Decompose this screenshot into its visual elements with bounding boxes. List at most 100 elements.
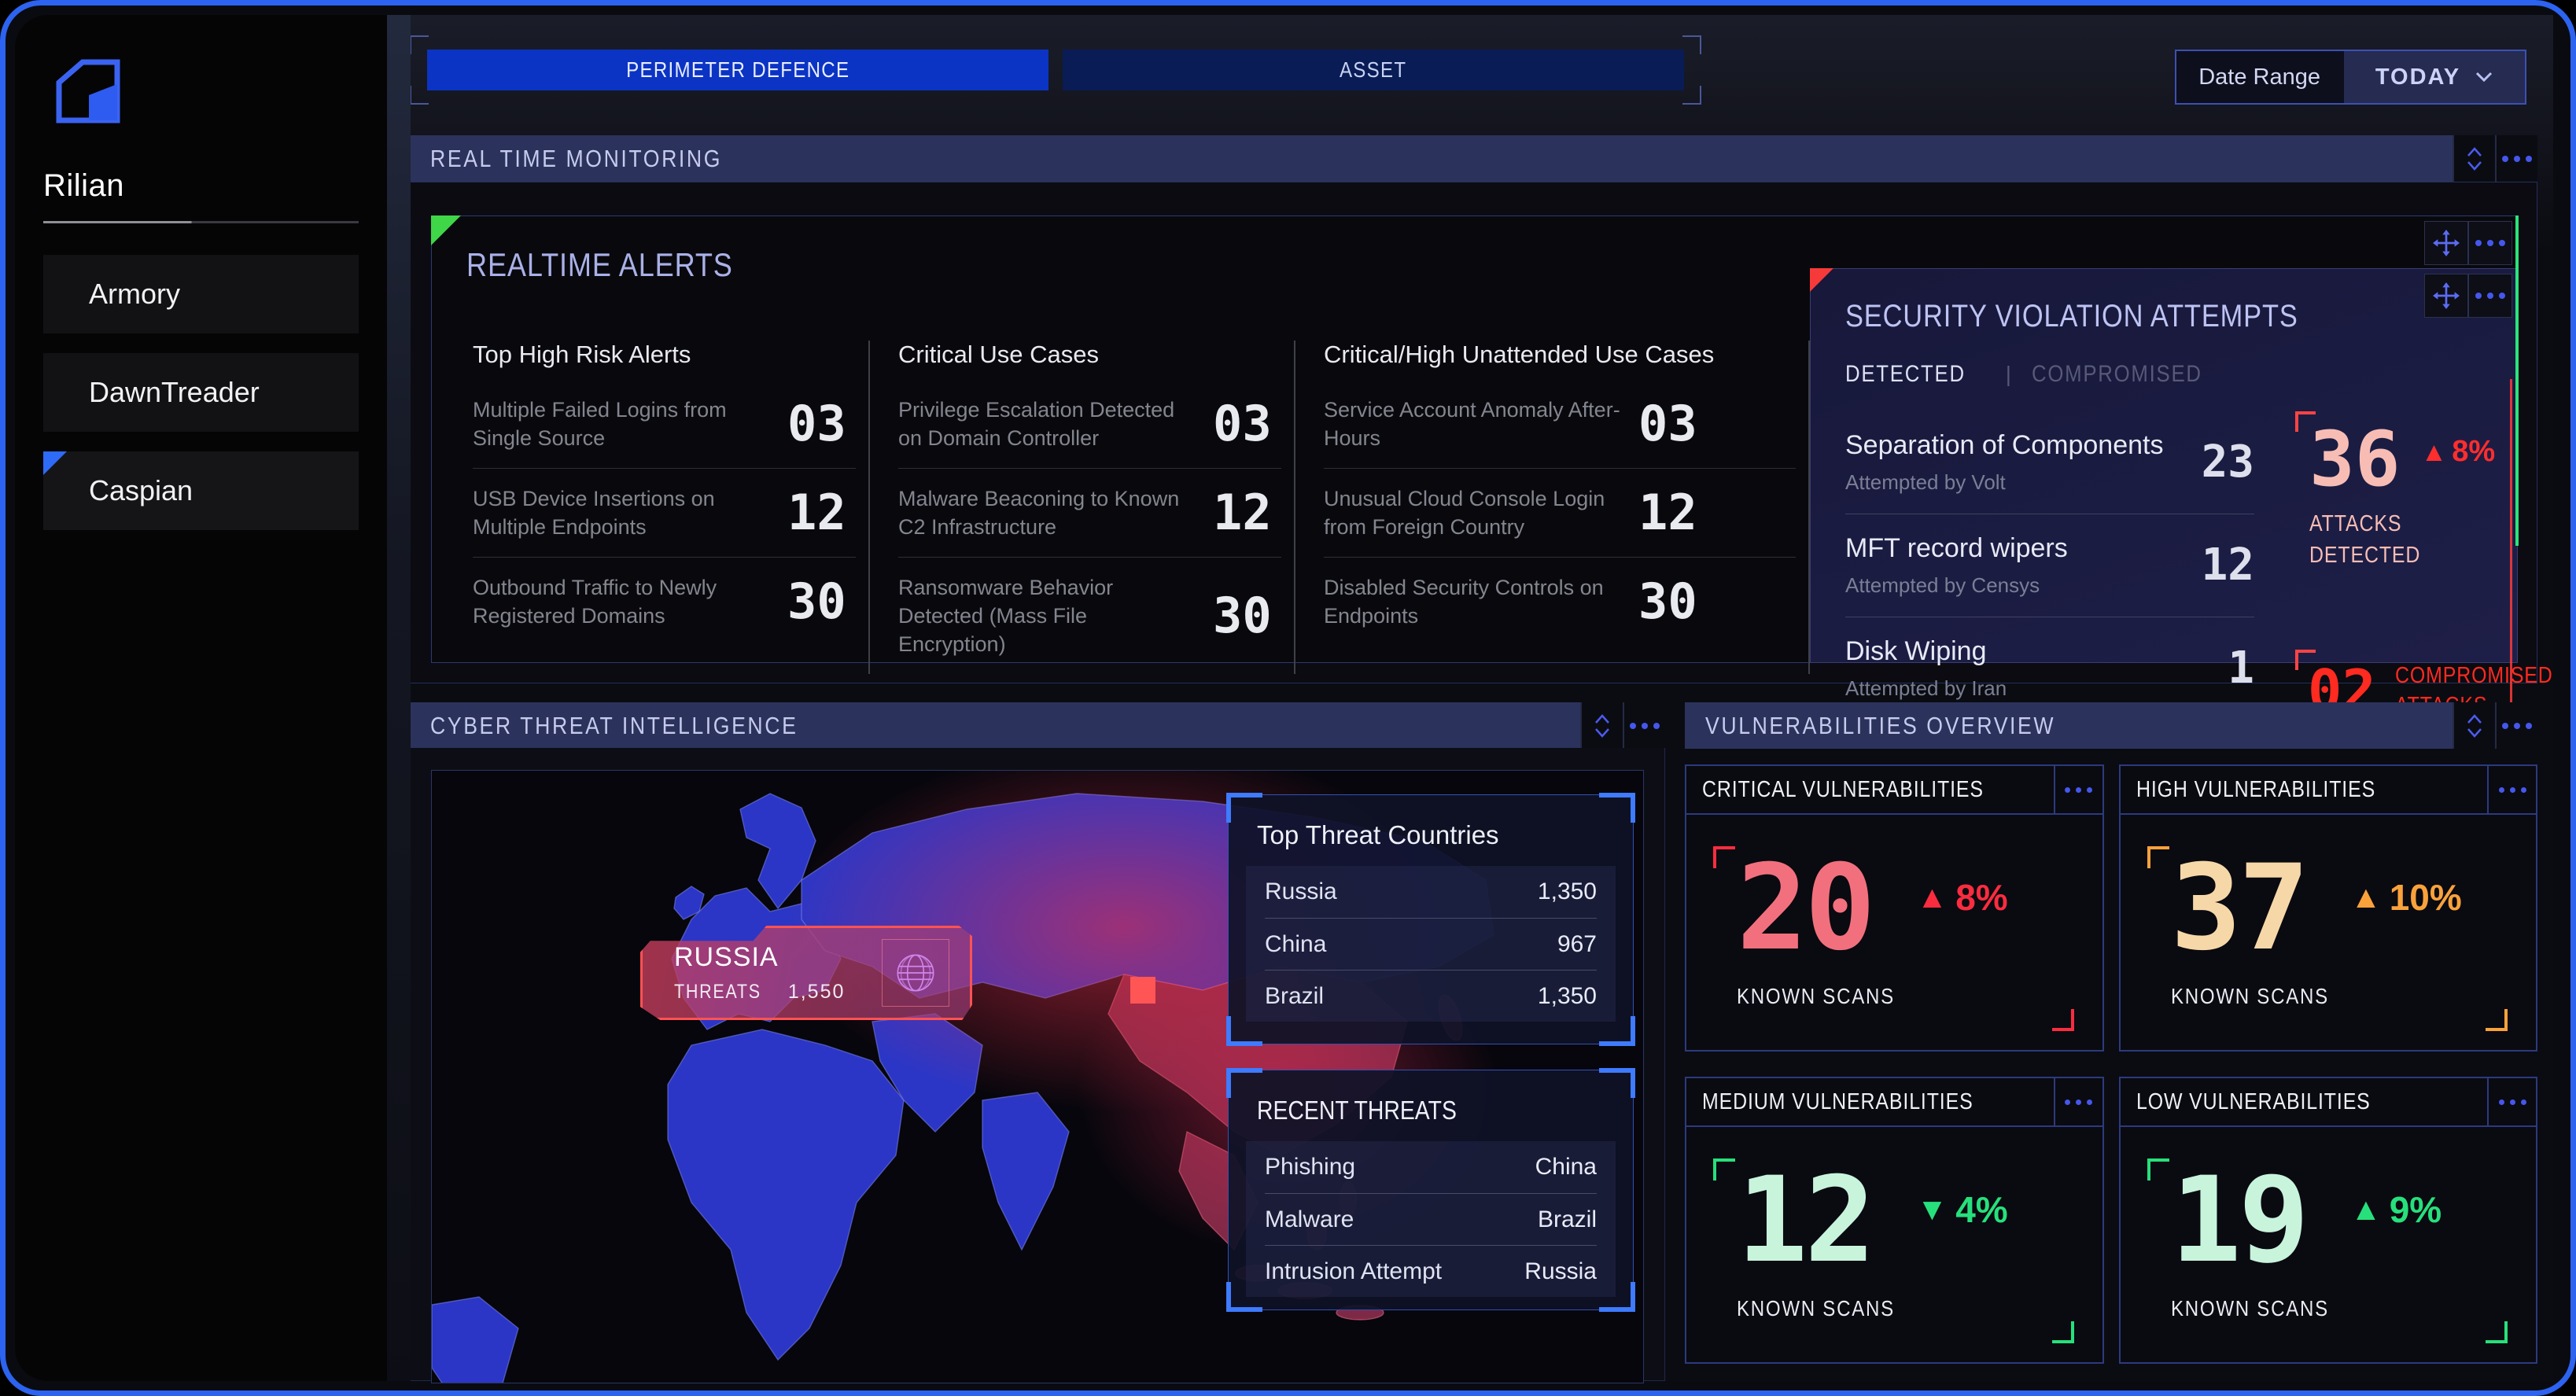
tab-compromised[interactable]: COMPROMISED <box>2031 361 2202 387</box>
alert-columns: Top High Risk Alerts Multiple Failed Log… <box>473 341 1810 674</box>
sidebar: Rilian Armory DawnTreader Caspian <box>15 15 387 1381</box>
move-icon <box>2433 282 2460 309</box>
panel-title: Top Threat Countries <box>1257 820 1499 849</box>
threat-row: Phishing China <box>1265 1154 1597 1180</box>
alert-count: 12 <box>1213 484 1272 541</box>
alert-count: 03 <box>1213 395 1272 452</box>
panel-title: SECURITY VIOLATION ATTEMPTS <box>1845 299 2298 333</box>
tab-detected[interactable]: DETECTED <box>1845 361 1966 387</box>
more-options-button[interactable] <box>2495 135 2537 182</box>
more-options-button[interactable] <box>2053 1078 2102 1125</box>
collapse-expand-button[interactable] <box>2453 135 2495 182</box>
alert-row: Malware Beaconing to Known C2 Infrastruc… <box>898 468 1281 557</box>
vulnerability-count: 37 <box>2170 840 2310 977</box>
alert-row: Outbound Traffic to Newly Registered Dom… <box>473 557 856 646</box>
cyber-threat-intelligence-section-header: CYBER THREAT INTELLIGENCE <box>410 702 1665 749</box>
attacks-detected-stat: 36 ▲ 8% ATTACKS DETECTED <box>2295 411 2570 582</box>
sidebar-gap-strip <box>387 15 411 1381</box>
panel-title: REALTIME ALERTS <box>466 246 733 283</box>
brand-logo-icon[interactable] <box>48 51 127 130</box>
brand-divider <box>43 221 359 223</box>
violation-row: Disk Wiping Attempted by Iran 1 <box>1845 617 2254 720</box>
threat-count: 967 <box>1557 930 1597 957</box>
tooltip-metric-value: 1,550 <box>787 981 846 1003</box>
date-range-label: Date Range <box>2198 64 2320 90</box>
more-options-button[interactable] <box>2487 1078 2536 1125</box>
tab-separator: | <box>2005 362 2011 386</box>
column-header: Critical Use Cases <box>898 341 1099 368</box>
threat-count: 1,350 <box>1537 878 1597 904</box>
sidebar-item-caspian[interactable]: Caspian <box>43 451 359 530</box>
more-options-button[interactable] <box>2053 766 2102 813</box>
collapse-expand-button[interactable] <box>2453 702 2495 749</box>
ellipsis-icon <box>2065 1099 2092 1105</box>
alert-row: Disabled Security Controls on Endpoints … <box>1324 557 1796 646</box>
column-header: Top High Risk Alerts <box>473 341 691 368</box>
alert-row: Unusual Cloud Console Login from Foreign… <box>1324 468 1796 557</box>
top-threat-countries-panel: Top Threat Countries Russia 1,350 China … <box>1226 793 1635 1046</box>
section-title: CYBER THREAT INTELLIGENCE <box>430 711 798 739</box>
violation-row: Separation of Components Attempted by Vo… <box>1845 430 2254 494</box>
realtime-monitoring-panel: REALTIME ALERTS Top High Risk Alerts Mul… <box>410 182 2552 719</box>
active-corner-icon <box>43 451 67 475</box>
country-row: China 967 <box>1265 918 1597 970</box>
ellipsis-icon <box>2475 240 2505 246</box>
threat-row: Malware Brazil <box>1265 1193 1597 1245</box>
more-options-button[interactable] <box>2468 221 2512 265</box>
more-options-button[interactable] <box>1623 702 1665 749</box>
ellipsis-icon <box>2065 786 2092 793</box>
low-vulnerabilities-card: LOW VULNERABILITIES 19 ▲ 9% KNOWN SCANS <box>2118 1077 2537 1364</box>
more-options-button[interactable] <box>2487 766 2536 813</box>
column-header: Critical/High Unattended Use Cases <box>1324 341 1715 368</box>
more-options-button[interactable] <box>2495 702 2537 749</box>
move-widget-button[interactable] <box>2424 274 2468 318</box>
threat-count: 1,350 <box>1537 982 1597 1009</box>
alert-row: Service Account Anomaly After-Hours 03 <box>1324 395 1697 452</box>
vulnerability-delta: 4% <box>1955 1189 2008 1230</box>
alert-count: 30 <box>1638 573 1697 630</box>
alert-count: 12 <box>1638 484 1697 541</box>
threat-origin: Russia <box>1524 1258 1597 1284</box>
chevron-up-down-icon <box>2467 146 2482 171</box>
chevron-down-icon <box>2476 72 2493 83</box>
sidebar-item-armory[interactable]: Armory <box>43 255 359 333</box>
chevron-up-down-icon <box>1595 713 1609 738</box>
threat-map-outer: RUSSIA THREATS 1,550 <box>410 748 1665 1383</box>
attacks-detected-value: 36 <box>2309 415 2401 503</box>
main-content: PERIMETER DEFENCE ASSET Date Range TODAY… <box>410 15 2553 1383</box>
vulnerability-delta: 9% <box>2389 1189 2442 1230</box>
tab-asset[interactable]: ASSET <box>1063 50 1684 90</box>
more-options-button[interactable] <box>2468 274 2512 318</box>
known-scans-label: KNOWN SCANS <box>2170 1296 2329 1320</box>
date-range-value: TODAY <box>2375 64 2461 90</box>
ellipsis-icon <box>2502 722 2532 729</box>
ellipsis-icon <box>2498 786 2526 793</box>
alert-count: 03 <box>787 395 846 452</box>
sidebar-item-dawntreader[interactable]: DawnTreader <box>43 353 359 432</box>
tab-perimeter-defence[interactable]: PERIMETER DEFENCE <box>427 50 1048 90</box>
date-range-select[interactable]: TODAY <box>2344 51 2525 103</box>
tooltip-country: RUSSIA <box>674 942 779 972</box>
alert-column-unattended-use-cases: Critical/High Unattended Use Cases Servi… <box>1324 341 1810 674</box>
alert-column-high-risk: Top High Risk Alerts Multiple Failed Log… <box>473 341 870 674</box>
threat-map[interactable]: RUSSIA THREATS 1,550 <box>431 770 1644 1383</box>
collapse-expand-button[interactable] <box>1580 702 1623 749</box>
violation-count: 1 <box>2228 643 2254 694</box>
known-scans-label: KNOWN SCANS <box>1737 984 1895 1008</box>
security-violation-attempts-panel: SECURITY VIOLATION ATTEMPTS DETECTED | C… <box>1810 268 2552 719</box>
move-icon <box>2433 230 2460 256</box>
sidebar-item-label: DawnTreader <box>89 376 260 408</box>
trend-up-icon: ▲ <box>2350 1192 2382 1227</box>
map-threat-marker[interactable] <box>1130 977 1155 1004</box>
violation-count: 12 <box>2201 540 2254 591</box>
security-tabs: DETECTED | COMPROMISED <box>1845 361 2482 388</box>
alert-column-critical-use-cases: Critical Use Cases Privilege Escalation … <box>898 341 1295 674</box>
view-tab-group: PERIMETER DEFENCE ASSET <box>410 35 1701 105</box>
trend-down-icon: ▼ <box>1916 1192 1948 1227</box>
move-widget-button[interactable] <box>2424 221 2468 265</box>
ellipsis-icon <box>1630 722 1660 729</box>
vulnerability-count: 20 <box>1737 840 1876 977</box>
violation-count: 23 <box>2201 436 2254 488</box>
alert-row: Ransomware Behavior Detected (Mass File … <box>898 557 1281 674</box>
